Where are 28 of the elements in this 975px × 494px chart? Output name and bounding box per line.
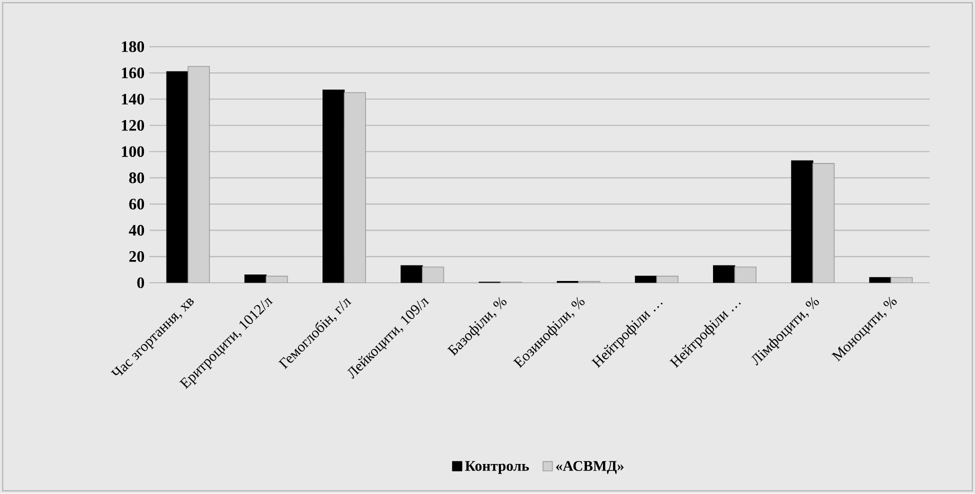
legend-label: Контроль bbox=[465, 461, 529, 474]
y-tick-label: 120 bbox=[122, 120, 144, 132]
bar bbox=[734, 266, 757, 284]
bar bbox=[634, 276, 658, 284]
bar bbox=[812, 163, 835, 284]
bar bbox=[266, 276, 288, 284]
bar bbox=[869, 277, 892, 284]
y-tick-label: 160 bbox=[122, 68, 144, 79]
legend-label: «АСВМД» bbox=[556, 461, 624, 474]
y-tick-label: 20 bbox=[129, 251, 144, 262]
bar bbox=[791, 160, 814, 284]
bar bbox=[244, 274, 267, 284]
y-tick-label: 0 bbox=[137, 278, 144, 288]
bar bbox=[400, 266, 423, 284]
bar bbox=[188, 66, 210, 284]
bar bbox=[713, 266, 736, 284]
bar bbox=[656, 276, 678, 284]
y-tick-label: 100 bbox=[122, 146, 144, 158]
y-tick-label: 60 bbox=[129, 198, 144, 210]
y-tick-label: 80 bbox=[129, 172, 144, 184]
y-tick-label: 40 bbox=[128, 225, 144, 236]
bar bbox=[890, 277, 913, 284]
y-tick-label: 140 bbox=[122, 94, 144, 105]
bar bbox=[422, 266, 444, 284]
bar bbox=[344, 92, 366, 284]
y-tick-label: 180 bbox=[122, 42, 144, 52]
bar bbox=[166, 71, 188, 284]
bar bbox=[322, 90, 345, 284]
